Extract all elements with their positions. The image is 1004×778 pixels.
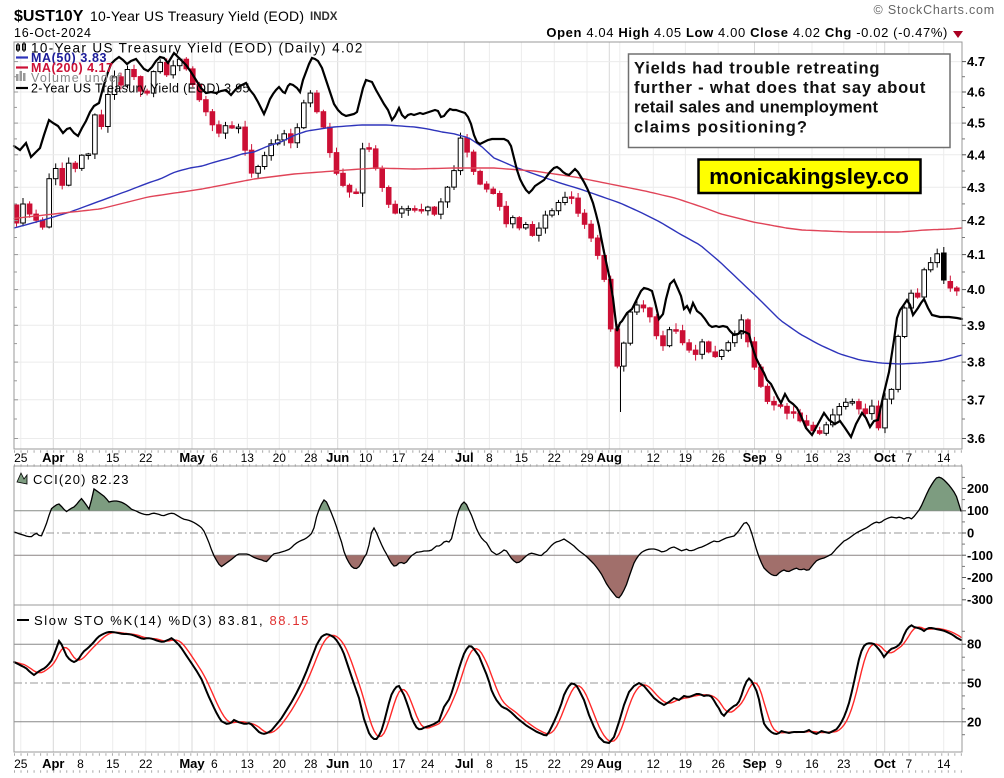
svg-text:-300: -300	[967, 592, 993, 607]
svg-text:2-Year US Treasury Yield (EOD): 2-Year US Treasury Yield (EOD) 3.95	[31, 82, 250, 96]
svg-text:Jul: Jul	[455, 450, 474, 465]
svg-text:4.2: 4.2	[967, 213, 985, 228]
svg-text:23: 23	[837, 451, 851, 465]
svg-text:12: 12	[647, 757, 661, 771]
svg-text:$UST10Y: $UST10Y	[14, 8, 84, 25]
svg-text:6: 6	[211, 757, 218, 771]
svg-text:3.7: 3.7	[967, 392, 985, 407]
svg-text:8: 8	[486, 757, 493, 771]
svg-text:8: 8	[77, 451, 84, 465]
svg-text:25: 25	[14, 757, 28, 771]
svg-text:0: 0	[967, 526, 974, 541]
svg-text:16: 16	[805, 757, 819, 771]
svg-text:8: 8	[77, 757, 84, 771]
svg-text:Volume undef: Volume undef	[31, 71, 122, 85]
svg-text:MA(200) 4.17: MA(200) 4.17	[31, 61, 113, 75]
svg-text:Aug: Aug	[597, 756, 622, 771]
svg-text:-100: -100	[967, 548, 993, 563]
svg-text:Open 4.04 High 4.05 Low 4.00 C: Open 4.04 High 4.05 Low 4.00 Close 4.02 …	[546, 25, 948, 40]
svg-text:19: 19	[679, 757, 693, 771]
svg-text:Jul: Jul	[455, 756, 474, 771]
svg-text:19: 19	[679, 451, 693, 465]
svg-text:monicakingsley.co: monicakingsley.co	[709, 164, 909, 189]
svg-text:20: 20	[273, 757, 287, 771]
svg-text:12: 12	[647, 451, 661, 465]
svg-text:16-Oct-2024: 16-Oct-2024	[14, 26, 92, 40]
svg-text:-200: -200	[967, 570, 993, 585]
svg-text:7: 7	[906, 451, 913, 465]
svg-text:Apr: Apr	[42, 450, 64, 465]
svg-text:25: 25	[14, 451, 28, 465]
svg-text:4.1: 4.1	[967, 247, 985, 262]
svg-text:6: 6	[211, 451, 218, 465]
svg-text:Oct: Oct	[874, 756, 896, 771]
svg-text:200: 200	[967, 481, 989, 496]
svg-text:14: 14	[937, 451, 951, 465]
svg-text:Sep: Sep	[743, 756, 767, 771]
svg-text:22: 22	[139, 757, 153, 771]
svg-text:Aug: Aug	[597, 450, 622, 465]
svg-text:26: 26	[712, 757, 726, 771]
svg-text:16: 16	[805, 451, 819, 465]
svg-text:Apr: Apr	[42, 756, 64, 771]
svg-text:26: 26	[712, 451, 726, 465]
svg-text:13: 13	[241, 757, 255, 771]
svg-text:10: 10	[359, 757, 373, 771]
svg-text:20: 20	[273, 451, 287, 465]
svg-text:10-Year US Treasury Yield (EOD: 10-Year US Treasury Yield (EOD) (Daily) …	[31, 41, 364, 56]
svg-text:15: 15	[515, 757, 529, 771]
svg-text:4.0: 4.0	[967, 282, 985, 297]
svg-text:MA(50) 3.83: MA(50) 3.83	[31, 51, 107, 65]
svg-text:Jun: Jun	[326, 756, 349, 771]
svg-text:15: 15	[106, 757, 120, 771]
svg-text:Yields had trouble retreating: Yields had trouble retreating	[634, 60, 880, 78]
svg-text:May: May	[179, 756, 205, 771]
svg-text:17: 17	[392, 757, 406, 771]
svg-text:Jun: Jun	[326, 450, 349, 465]
svg-text:23: 23	[837, 757, 851, 771]
svg-text:Oct: Oct	[874, 450, 896, 465]
svg-text:4.4: 4.4	[967, 147, 986, 162]
svg-text:8: 8	[486, 451, 493, 465]
svg-text:100: 100	[967, 503, 989, 518]
svg-text:further - what does that say a: further - what does that say about	[634, 79, 926, 97]
svg-text:50: 50	[967, 676, 981, 691]
svg-text:INDX: INDX	[310, 11, 338, 23]
svg-text:May: May	[179, 450, 205, 465]
svg-text:7: 7	[906, 757, 913, 771]
svg-text:10-Year US Treasury Yield (EOD: 10-Year US Treasury Yield (EOD)	[90, 8, 304, 24]
svg-text:24: 24	[421, 451, 435, 465]
svg-text:28: 28	[304, 451, 318, 465]
svg-text:4.6: 4.6	[967, 85, 985, 100]
svg-text:29: 29	[580, 757, 594, 771]
svg-text:CCI(20) 82.23: CCI(20) 82.23	[33, 472, 130, 487]
svg-text:22: 22	[548, 451, 562, 465]
svg-text:80: 80	[967, 637, 981, 652]
svg-text:22: 22	[139, 451, 153, 465]
svg-text:4.3: 4.3	[967, 180, 985, 195]
svg-text:22: 22	[548, 757, 562, 771]
svg-text:Slow STO %K(14) %D(3) 83.81, 8: Slow STO %K(14) %D(3) 83.81, 88.15	[34, 613, 310, 628]
svg-text:29: 29	[580, 451, 594, 465]
svg-text:15: 15	[515, 451, 529, 465]
svg-text:3.9: 3.9	[967, 318, 985, 333]
svg-text:24: 24	[421, 757, 435, 771]
svg-text:14: 14	[937, 757, 951, 771]
svg-text:4.5: 4.5	[967, 116, 985, 131]
svg-text:15: 15	[106, 451, 120, 465]
svg-text:20: 20	[967, 714, 981, 729]
svg-text:4.7: 4.7	[967, 54, 985, 69]
svg-text:10: 10	[359, 451, 373, 465]
svg-text:3.6: 3.6	[967, 431, 985, 446]
svg-text:3.8: 3.8	[967, 355, 985, 370]
svg-text:17: 17	[392, 451, 406, 465]
svg-text:retail sales and unemployment: retail sales and unemployment	[634, 99, 878, 117]
svg-text:Sep: Sep	[743, 450, 767, 465]
svg-text:claims positioning?: claims positioning?	[634, 118, 808, 136]
svg-text:© StockCharts.com: © StockCharts.com	[874, 3, 995, 17]
svg-text:28: 28	[304, 757, 318, 771]
svg-text:9: 9	[775, 757, 782, 771]
svg-text:13: 13	[241, 451, 255, 465]
svg-text:9: 9	[775, 451, 782, 465]
